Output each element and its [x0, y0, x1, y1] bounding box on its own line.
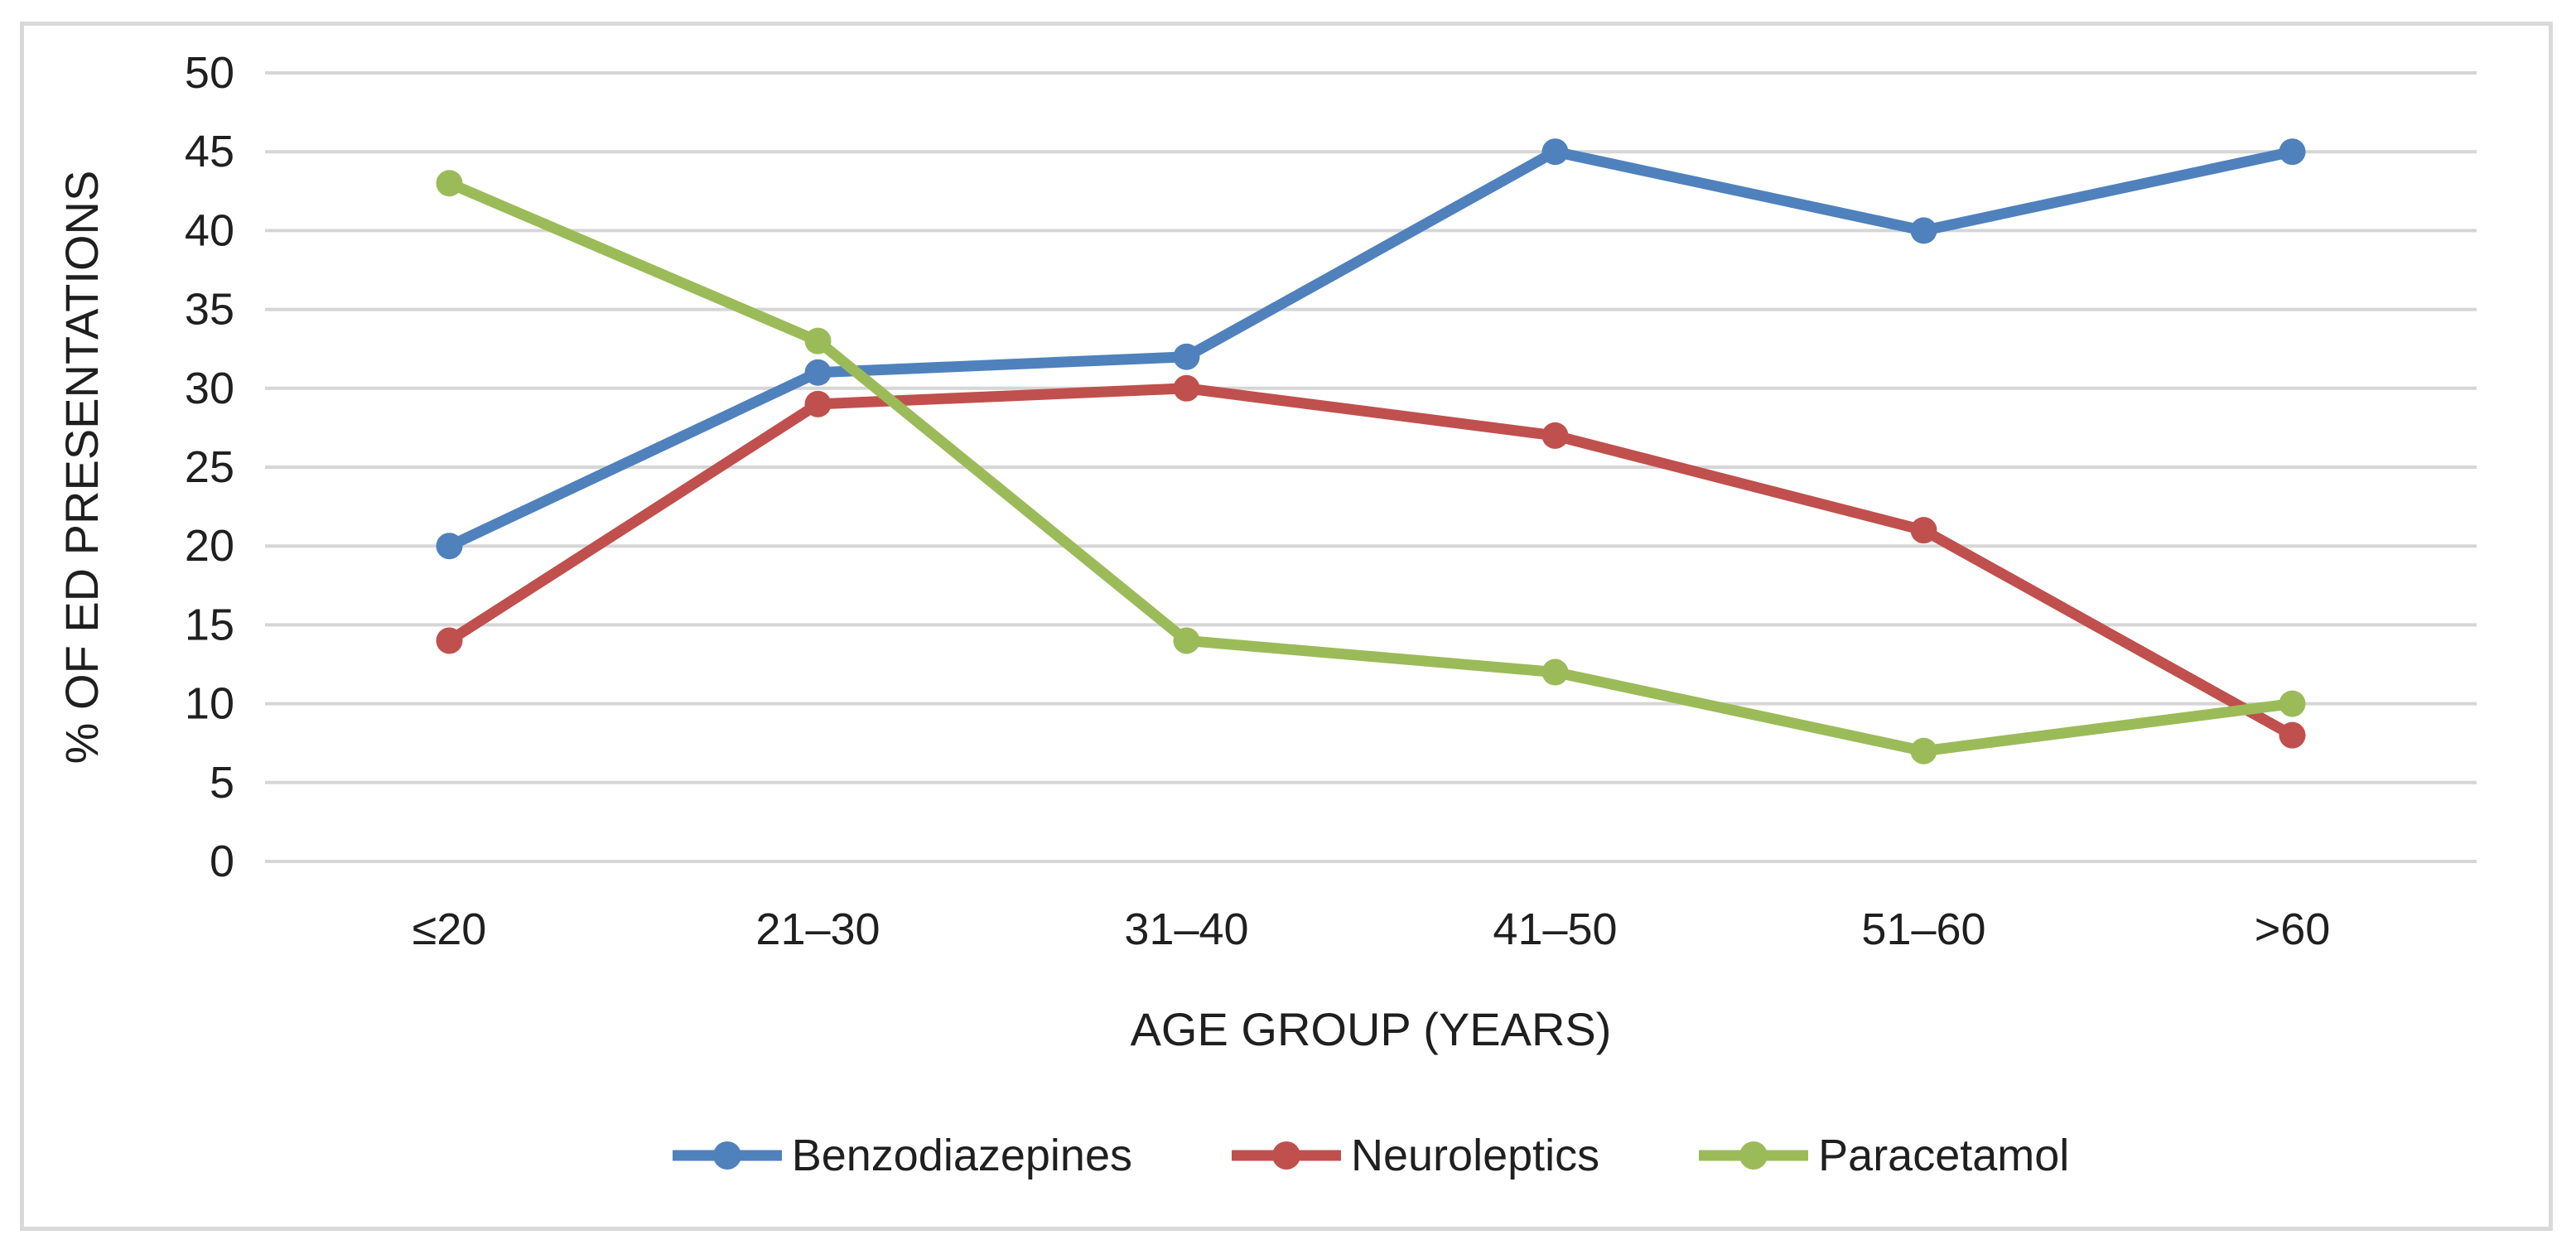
data-point-benzodiazepines-≤20 — [436, 533, 463, 560]
x-category-label: ≤20 — [412, 904, 487, 954]
data-point-benzodiazepines-21–30 — [804, 359, 832, 386]
y-tick-label: 50 — [185, 48, 234, 98]
data-point-benzodiazepines->60 — [2279, 138, 2306, 166]
data-point-paracetamol-21–30 — [804, 327, 832, 355]
data-point-paracetamol-31–40 — [1173, 627, 1200, 654]
x-category-label: 31–40 — [1124, 904, 1248, 954]
y-tick-label: 20 — [185, 521, 234, 571]
y-tick-label: 40 — [185, 205, 234, 255]
legend-label: Neuroleptics — [1351, 1131, 1600, 1180]
legend-item-neuroleptics: Neuroleptics — [1232, 1130, 1599, 1181]
x-axis-category-labels: ≤20 21–30 31–40 41–50 51–60 >60 — [412, 904, 2331, 954]
data-point-neuroleptics-21–30 — [804, 390, 832, 417]
data-point-neuroleptics-41–50 — [1541, 422, 1569, 449]
y-tick-label: 35 — [185, 285, 234, 335]
legend-marker-icon — [1699, 1141, 1809, 1170]
data-point-neuroleptics-31–40 — [1173, 374, 1200, 402]
chart-legend: Benzodiazepines Neuroleptics Paracetamol — [265, 1110, 2477, 1201]
data-point-neuroleptics-51–60 — [1910, 517, 1937, 544]
x-category-label: 21–30 — [755, 904, 880, 954]
data-point-benzodiazepines-31–40 — [1173, 343, 1200, 370]
legend-marker-icon — [1232, 1141, 1341, 1170]
legend-item-paracetamol: Paracetamol — [1699, 1130, 2069, 1181]
y-tick-label: 15 — [185, 600, 234, 649]
data-point-paracetamol->60 — [2279, 690, 2306, 717]
y-tick-label: 10 — [185, 679, 234, 729]
x-category-label: >60 — [2255, 904, 2331, 954]
x-category-label: 51–60 — [1861, 904, 1985, 954]
y-tick-label: 0 — [210, 837, 234, 886]
y-tick-label: 5 — [210, 758, 234, 808]
legend-dot — [1272, 1141, 1300, 1170]
data-point-neuroleptics->60 — [2279, 721, 2306, 749]
grid-layer — [265, 71, 2477, 863]
legend-dot — [1739, 1141, 1768, 1170]
y-tick-label: 25 — [185, 442, 234, 492]
data-point-neuroleptics-≤20 — [436, 627, 463, 654]
y-tick-label: 45 — [185, 127, 234, 176]
legend-marker-icon — [672, 1141, 782, 1170]
series-line-paracetamol — [444, 177, 2298, 757]
legend-dot — [712, 1141, 741, 1170]
series-line-neuroleptics — [444, 383, 2298, 741]
x-category-label: 41–50 — [1493, 904, 1617, 954]
data-point-paracetamol-≤20 — [436, 170, 463, 197]
series-line-benzodiazepines — [444, 146, 2298, 552]
x-axis-title: AGE GROUP (YEARS) — [1131, 1003, 1612, 1055]
data-point-paracetamol-41–50 — [1541, 658, 1569, 686]
data-point-paracetamol-51–60 — [1910, 737, 1937, 765]
data-point-benzodiazepines-51–60 — [1910, 217, 1937, 244]
legend-label: Paracetamol — [1818, 1131, 2070, 1180]
series-layer — [436, 138, 2306, 765]
y-axis-title: % OF ED PRESENTATIONS — [55, 171, 108, 765]
y-tick-label: 30 — [185, 364, 234, 413]
y-axis-tick-labels: 0 5 10 15 20 25 30 35 40 45 50 — [185, 48, 234, 886]
legend-label: Benzodiazepines — [791, 1131, 1132, 1180]
data-point-benzodiazepines-41–50 — [1541, 138, 1569, 166]
legend-item-benzodiazepines: Benzodiazepines — [672, 1130, 1132, 1181]
